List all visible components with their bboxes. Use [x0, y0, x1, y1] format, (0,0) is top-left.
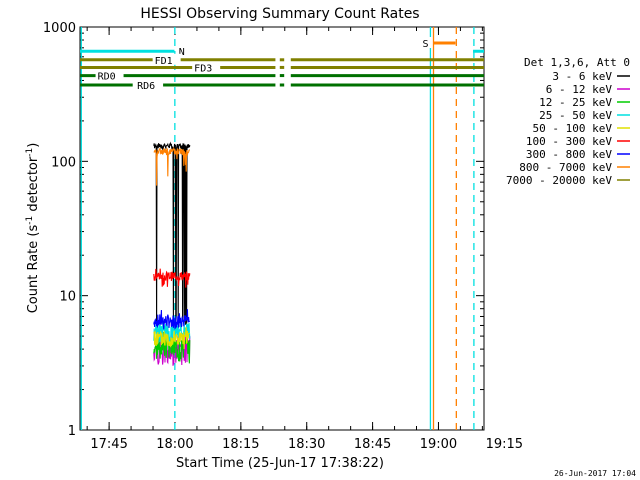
plot-frame	[79, 26, 485, 431]
axes-group: 1 10 100 1000 17:45 18:00 18:15 18:30 18:45 19:00…	[43, 21, 523, 452]
y-tick-label: 100	[51, 155, 76, 170]
flag-label-bg	[192, 61, 221, 73]
series-800_7000keV	[153, 146, 190, 186]
legend-entry-label: 3 - 6 keV	[552, 70, 612, 83]
legend-entry-label: 7000 - 20000 keV	[506, 174, 612, 187]
flag-label: RD0	[98, 72, 116, 83]
x-tick-label: 18:30	[288, 437, 325, 452]
ylabel-sup1: -1	[25, 216, 35, 225]
legend-entry-label: 100 - 300 keV	[526, 135, 612, 148]
series-300_800keV	[153, 309, 191, 330]
legend-entry-label: 12 - 25 keV	[539, 96, 612, 109]
legend-entry-label: 800 - 7000 keV	[519, 161, 612, 174]
chart-title: HESSI Observing Summary Count Rates	[140, 6, 419, 22]
ylabel-mid: detector	[26, 156, 41, 216]
marks-group: N FD1 FD3 RD0 RD6 S	[80, 27, 484, 430]
x-tick-label: 18:15	[222, 437, 259, 452]
flag-label: FD1	[155, 56, 173, 67]
ylabel-main: Count Rate (s	[26, 225, 41, 314]
series-100_300keV	[153, 268, 191, 288]
x-axis-label: Start Time (25-Jun-17 17:38:22)	[176, 456, 384, 471]
x-tick-label: 17:45	[90, 437, 127, 452]
legend-entry-label: 6 - 12 keV	[546, 83, 613, 96]
legend-header: Det 1,3,6, Att 0	[524, 56, 630, 69]
y-tick-label: 1000	[43, 21, 76, 36]
y-tick-label: 1	[68, 424, 76, 439]
ylabel-end: )	[26, 143, 41, 148]
ylabel-sup2: -1	[25, 148, 35, 157]
flag-label-bg	[95, 69, 124, 81]
flag-label-bg	[420, 37, 433, 49]
flag-label-bg	[176, 45, 189, 57]
footer-date: 26-Jun-2017 17:04	[554, 469, 636, 478]
legend-entry-label: 50 - 100 keV	[533, 122, 613, 135]
flag-label-bg	[135, 79, 164, 91]
x-tick-label: 19:15	[486, 437, 523, 452]
y-tick-label: 10	[59, 290, 76, 305]
series-3_6keV	[153, 141, 191, 326]
legend-entry-label: 25 - 50 keV	[539, 109, 612, 122]
flag-label: S	[423, 39, 429, 50]
x-tick-label: 19:00	[420, 437, 457, 452]
flag-label-bg	[152, 53, 181, 65]
flag-label: FD3	[194, 63, 212, 74]
flag-label: RD6	[137, 81, 155, 92]
series-50_100keV	[153, 327, 191, 350]
legend-entry-label: 300 - 800 keV	[526, 148, 612, 161]
flag-label: N	[179, 47, 185, 58]
x-tick-label: 18:00	[156, 437, 193, 452]
y-axis-label: Count Rate (s-1 detector-1)	[25, 143, 41, 314]
x-tick-label: 18:45	[354, 437, 391, 452]
